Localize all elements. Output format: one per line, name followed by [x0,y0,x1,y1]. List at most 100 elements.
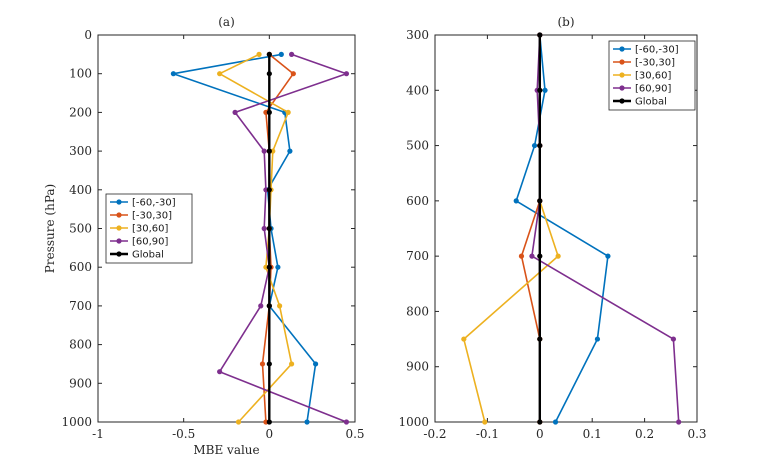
data-point [482,419,488,425]
data-point [537,87,543,93]
y-tick-label: 600 [406,194,429,208]
data-point [312,361,319,367]
legend-label: Global [132,250,164,261]
data-point [275,264,281,270]
series-Global [537,32,543,425]
data-point [461,336,467,342]
data-point [266,148,272,154]
x-tick-label: -0.1 [476,427,499,441]
panel-title: (b) [557,15,574,29]
legend-swatch-marker [619,46,625,52]
legend-swatch-marker [619,72,625,78]
legend-label: [-30,30] [132,211,172,222]
data-point [343,419,350,425]
data-point [266,419,272,425]
x-tick-label: 0.3 [687,427,706,441]
legend-label: Global [635,97,667,108]
data-point [266,303,272,309]
legend-swatch-marker [619,98,625,104]
legend-label: [-60,-30] [132,198,176,209]
legend: [-60,-30] [-30,30] [30,60] [60,90] Global [608,40,696,111]
y-axis-title: Pressure (hPa) [43,184,57,273]
data-point [266,264,272,270]
data-point [266,71,272,77]
y-tick-label: 900 [406,360,429,374]
series-[30,60] [217,51,295,425]
legend-label: [60,90] [132,237,169,248]
y-tick-label: 1000 [398,415,429,429]
x-tick-label: 0.1 [583,427,602,441]
x-tick-label: -1 [92,427,104,441]
data-point [266,109,272,115]
data-point [235,419,242,425]
data-point [256,51,262,57]
legend-swatch-marker [619,85,625,91]
data-point [289,361,295,367]
data-point [258,303,264,309]
y-tick-label: 700 [69,299,92,313]
data-point [670,336,677,342]
legend-label: [60,90] [635,84,672,95]
data-point [555,253,561,259]
legend-label: [-30,30] [635,58,675,69]
data-point [605,253,611,259]
data-point [542,87,548,93]
legend-label: [30,60] [635,71,672,82]
data-point [266,361,272,367]
data-point [278,51,284,57]
x-tick-label: 0 [266,427,274,441]
y-tick-label: 600 [69,260,92,274]
data-point [170,71,176,77]
data-point [290,71,296,77]
legend-label: [30,60] [132,224,169,235]
x-tick-label: 0.5 [345,427,364,441]
legend-swatch-marker [116,238,122,244]
y-tick-label: 300 [406,28,429,42]
data-point [343,71,350,77]
y-tick-label: 900 [69,376,92,390]
y-tick-label: 100 [69,67,92,81]
legend-swatch-marker [116,199,122,205]
x-tick-label: 0 [536,427,544,441]
series-Global [266,51,272,425]
data-point [537,253,543,259]
data-point [676,419,682,425]
data-point [266,51,272,57]
data-point [537,419,543,425]
data-point [217,369,223,375]
x-tick-label: -0.2 [423,427,446,441]
y-tick-label: 400 [406,83,429,97]
y-tick-label: 800 [406,304,429,318]
y-tick-label: 700 [406,249,429,263]
data-point [266,187,272,193]
x-tick-label: -0.5 [172,427,195,441]
y-tick-label: 400 [69,183,92,197]
data-point [531,142,538,149]
series-line [218,53,348,423]
legend-swatch-marker [116,225,122,231]
data-point [529,253,535,259]
series-[-60,-30] [170,51,319,425]
y-tick-label: 1000 [61,415,92,429]
x-axis-title: MBE value [193,443,259,457]
y-tick-label: 500 [406,139,429,153]
y-tick-label: 300 [69,144,92,158]
legend-label: [-60,-30] [635,45,679,56]
data-point [304,419,310,425]
data-point [552,419,559,425]
data-point [594,336,601,342]
legend: [-60,-30] [-30,30] [30,60] [60,90] Global [105,193,193,264]
data-point [261,148,267,154]
chart-panel-a: -1 -0.5 0 0.5 0 100 200 300 400 500 600 700 800 900 10… [43,15,365,457]
chart-panel-b: -0.2 -0.1 0 0.1 0.2 0.3 300 400 500 600 700 800 900 1… [398,15,706,441]
series-line [218,53,293,423]
data-point [537,336,543,342]
data-point [277,303,283,309]
data-point [259,361,266,367]
data-point [537,198,543,204]
panel-title: (a) [218,15,235,29]
data-point [289,51,295,57]
data-point [537,32,543,38]
legend-swatch-marker [116,251,122,257]
